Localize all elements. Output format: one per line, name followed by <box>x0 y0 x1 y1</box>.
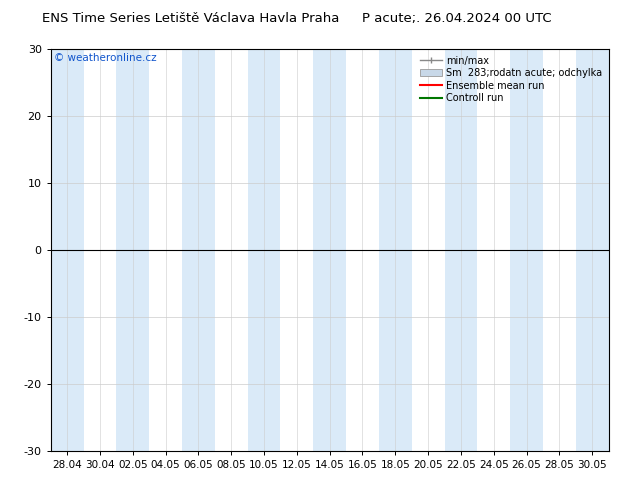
Bar <box>379 49 411 451</box>
Text: ENS Time Series Letiště Václava Havla Praha: ENS Time Series Letiště Václava Havla Pr… <box>41 12 339 25</box>
Bar <box>444 49 477 451</box>
Bar <box>510 49 543 451</box>
Text: © weatheronline.cz: © weatheronline.cz <box>53 53 156 63</box>
Text: P acute;. 26.04.2024 00 UTC: P acute;. 26.04.2024 00 UTC <box>361 12 552 25</box>
Bar <box>313 49 346 451</box>
Bar <box>248 49 280 451</box>
Bar <box>117 49 149 451</box>
Bar <box>51 49 84 451</box>
Bar <box>182 49 215 451</box>
Legend: min/max, Sm  283;rodatn acute; odchylka, Ensemble mean run, Controll run: min/max, Sm 283;rodatn acute; odchylka, … <box>418 54 604 105</box>
Bar <box>576 49 609 451</box>
